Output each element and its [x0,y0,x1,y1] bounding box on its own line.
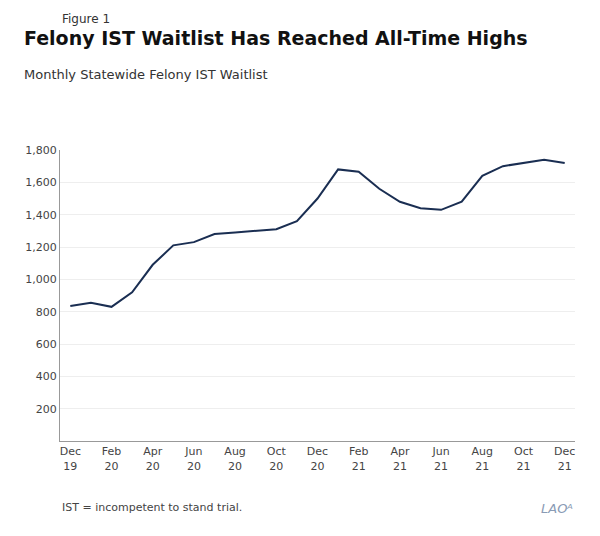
svg-text:Oct21: Oct21 [514,445,534,472]
svg-text:Aug21: Aug21 [472,445,493,472]
svg-text:Dec21: Dec21 [554,445,575,472]
svg-text:Monthly Statewide Felony IST W: Monthly Statewide Felony IST Waitlist [24,67,268,82]
svg-text:Apr21: Apr21 [390,445,410,472]
svg-text:1,000: 1,000 [25,273,57,286]
svg-text:LAOᴬ: LAOᴬ [541,501,573,516]
svg-text:1,800: 1,800 [25,144,57,157]
svg-text:1,200: 1,200 [25,241,57,254]
svg-text:400: 400 [36,370,57,383]
svg-text:Aug20: Aug20 [224,445,245,472]
svg-text:200: 200 [36,403,57,416]
svg-text:Feb20: Feb20 [102,445,121,472]
svg-text:Jun20: Jun20 [184,445,202,472]
svg-text:Jun21: Jun21 [432,445,450,472]
svg-text:Figure 1: Figure 1 [62,12,110,26]
svg-text:1,400: 1,400 [25,209,57,222]
svg-text:1,600: 1,600 [25,176,57,189]
svg-text:IST = incompetent to stand tri: IST = incompetent to stand trial. [62,501,242,514]
svg-text:600: 600 [36,338,57,351]
svg-text:Oct20: Oct20 [267,445,287,472]
svg-text:Feb21: Feb21 [349,445,368,472]
svg-text:Apr20: Apr20 [143,445,163,472]
svg-text:Dec19: Dec19 [60,445,81,472]
svg-text:Felony IST Waitlist Has Reache: Felony IST Waitlist Has Reached All-Time… [24,27,528,49]
svg-text:800: 800 [36,306,57,319]
svg-text:Dec20: Dec20 [307,445,328,472]
